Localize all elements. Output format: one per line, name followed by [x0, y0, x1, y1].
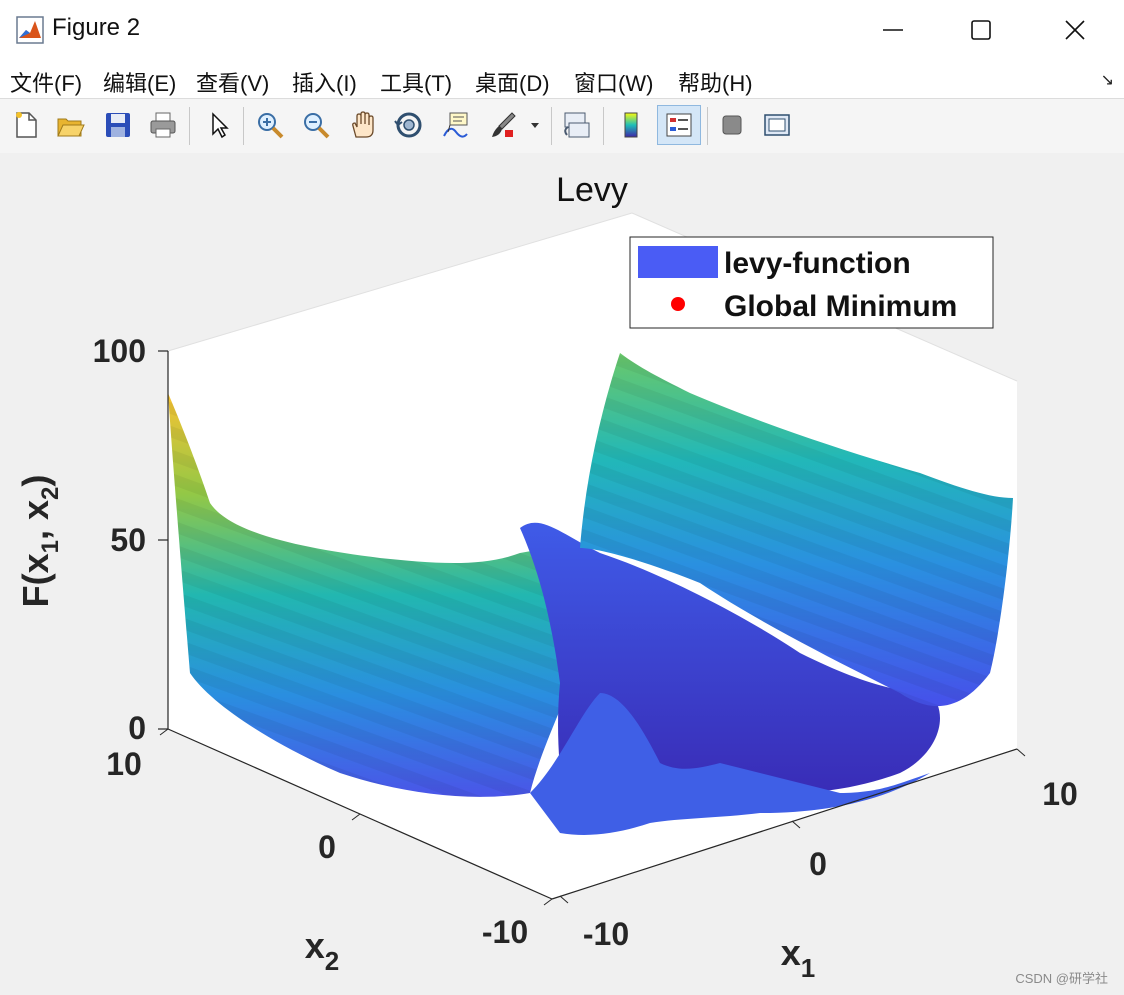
surface-left-bands	[168, 393, 570, 797]
legend-swatch-surface	[638, 246, 718, 278]
legend-icon	[666, 113, 692, 137]
window-title: Figure 2	[52, 14, 141, 41]
edit-plot-button[interactable]	[200, 105, 236, 145]
matlab-icon	[16, 16, 44, 44]
edit-plot-arrow-icon	[212, 112, 229, 139]
zoom-in-button[interactable]	[252, 105, 288, 145]
menu-desktop[interactable]: 桌面(D)	[475, 71, 550, 96]
link-plot-button[interactable]	[558, 105, 594, 145]
z-tick-label: 0	[128, 710, 146, 746]
show-plot-tools-button[interactable]	[759, 105, 795, 145]
menu-insert[interactable]: 插入(I)	[292, 71, 357, 96]
new-figure-icon	[16, 112, 37, 138]
chart-title: Levy	[556, 171, 628, 209]
minimize-button[interactable]	[870, 10, 916, 50]
menu-file[interactable]: 文件(F)	[10, 71, 83, 96]
surface-front-ripple	[530, 693, 930, 835]
rotate-3d-icon	[394, 112, 422, 138]
x2-tick-label: 10	[106, 746, 142, 782]
menu-bar: 文件(F) 编辑(E) 查看(V) 插入(I) 工具(T) 桌面(D) 窗口(W…	[0, 60, 1124, 98]
maximize-icon	[971, 20, 991, 40]
x1-tick-label: 0	[809, 846, 827, 882]
figure-toolbar	[0, 98, 1124, 154]
plot-area: Levy 100 50 0 F(x1, x2)	[0, 153, 1124, 995]
z-tick-label: 50	[110, 522, 146, 558]
menu-tools[interactable]: 工具(T)	[380, 71, 453, 96]
z-axis-label: F(x1, x2)	[15, 475, 64, 608]
legend-button[interactable]	[657, 105, 701, 145]
brush-dropdown-button[interactable]	[525, 105, 545, 145]
save-icon	[106, 113, 130, 137]
legend[interactable]: levy-function Global Minimum	[629, 236, 994, 329]
show-plot-tools-icon	[764, 114, 790, 136]
dock-arrow-icon[interactable]: ↘	[1100, 72, 1114, 89]
menu-help[interactable]: 帮助(H)	[678, 71, 753, 96]
pan-hand-icon	[352, 111, 374, 138]
print-button[interactable]	[145, 105, 181, 145]
rotate-3d-button[interactable]	[391, 105, 427, 145]
close-button[interactable]	[1052, 10, 1098, 50]
save-button[interactable]	[100, 105, 136, 145]
zoom-out-button[interactable]	[298, 105, 334, 145]
new-figure-button[interactable]	[8, 105, 44, 145]
z-tick-label: 100	[93, 333, 146, 369]
x1-tick-label: 10	[1042, 776, 1078, 812]
data-cursor-button[interactable]	[437, 105, 473, 145]
hide-plot-tools-icon	[722, 115, 742, 135]
watermark: CSDN @研学社	[1015, 971, 1108, 986]
surface-right-bands	[580, 353, 1013, 707]
x2-axis-label: x2	[305, 925, 340, 976]
title-bar: Figure 2	[0, 0, 1124, 60]
colorbar-button[interactable]	[613, 105, 649, 145]
brush-button[interactable]	[485, 105, 521, 145]
menu-view[interactable]: 查看(V)	[196, 71, 270, 96]
x2-tick-label: 0	[318, 829, 336, 865]
link-plot-icon	[564, 112, 590, 138]
x1-axis-line	[551, 748, 1018, 900]
minimize-icon	[883, 29, 903, 31]
data-cursor-icon	[443, 112, 468, 138]
hide-plot-tools-button[interactable]	[714, 105, 750, 145]
menu-window[interactable]: 窗口(W)	[574, 71, 654, 96]
legend-entry-label: Global Minimum	[724, 290, 957, 323]
x1-axis-label: x1	[781, 932, 816, 983]
x2-tick-label: -10	[482, 914, 528, 950]
print-icon	[150, 112, 176, 138]
chevron-down-icon	[531, 123, 539, 128]
close-icon	[1065, 20, 1085, 40]
open-file-button[interactable]	[52, 105, 88, 145]
open-file-icon	[57, 118, 85, 137]
legend-entry-label: levy-function	[724, 247, 911, 280]
x1-tick-label: -10	[583, 916, 629, 952]
axes-3d[interactable]: Levy 100 50 0 F(x1, x2)	[0, 153, 1124, 995]
legend-marker-minimum	[671, 297, 685, 311]
colorbar-icon	[624, 112, 638, 138]
zoom-out-icon	[304, 113, 330, 139]
pan-button[interactable]	[345, 105, 381, 145]
zoom-in-icon	[258, 113, 284, 139]
maximize-button[interactable]	[958, 10, 1004, 50]
menu-edit[interactable]: 编辑(E)	[103, 71, 177, 96]
brush-icon	[492, 112, 516, 137]
